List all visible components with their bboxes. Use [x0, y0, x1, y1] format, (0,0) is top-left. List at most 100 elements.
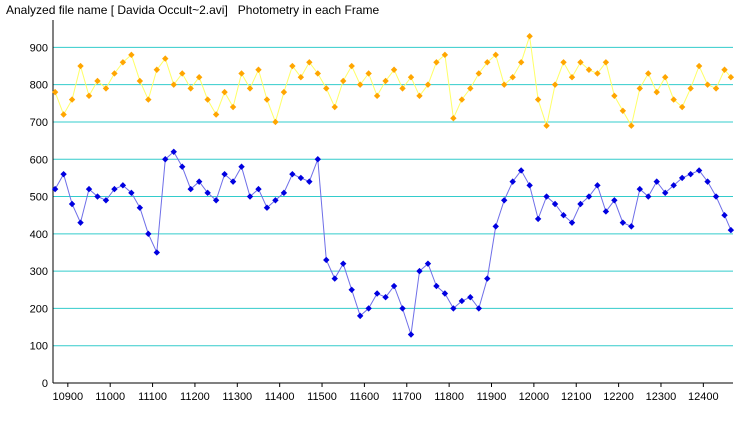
- data-point: [577, 59, 584, 66]
- data-point: [727, 226, 735, 234]
- data-point: [517, 59, 525, 66]
- data-point: [246, 193, 254, 200]
- data-point: [246, 85, 254, 92]
- data-point: [162, 55, 169, 62]
- data-point: [263, 204, 271, 211]
- data-point: [543, 193, 550, 200]
- chart-title: Analyzed file name [ Davida Occult~2.avi…: [6, 3, 380, 17]
- series-0: [51, 32, 735, 129]
- x-tick-label: 12000: [519, 391, 550, 403]
- data-point: [51, 185, 59, 193]
- data-point: [289, 170, 296, 178]
- data-point: [179, 70, 186, 77]
- data-point: [323, 256, 330, 264]
- data-point: [543, 122, 550, 129]
- data-point: [585, 193, 593, 200]
- data-point: [51, 88, 59, 96]
- data-point: [441, 290, 449, 297]
- data-point: [162, 156, 169, 163]
- y-tick-label: 100: [30, 341, 48, 353]
- data-point: [492, 51, 499, 59]
- data-point: [399, 85, 406, 92]
- data-point: [119, 182, 127, 189]
- data-point: [475, 70, 482, 77]
- data-point: [475, 305, 482, 312]
- data-point: [560, 211, 567, 219]
- y-tick-label: 200: [30, 303, 48, 315]
- data-point: [280, 189, 288, 197]
- data-point: [77, 62, 84, 70]
- x-tick-label: 11600: [350, 391, 380, 403]
- data-point: [416, 92, 423, 100]
- data-point: [314, 70, 321, 77]
- data-point: [653, 88, 660, 96]
- data-point: [297, 74, 305, 81]
- data-point: [712, 193, 720, 200]
- series-line: [54, 151, 732, 335]
- data-point: [128, 189, 135, 197]
- data-point: [348, 286, 355, 293]
- data-point: [407, 74, 415, 81]
- data-point: [517, 167, 525, 174]
- data-point: [721, 66, 728, 73]
- data-point: [704, 178, 711, 185]
- data-point: [424, 81, 432, 88]
- y-tick-label: 0: [42, 378, 48, 390]
- data-point: [678, 103, 686, 111]
- data-point: [695, 62, 703, 70]
- axes: [52, 20, 733, 387]
- data-point: [687, 85, 694, 92]
- data-point: [450, 305, 457, 312]
- data-point: [170, 148, 177, 155]
- data-point: [272, 118, 279, 126]
- data-point: [221, 170, 228, 178]
- data-point: [526, 32, 533, 40]
- data-point: [467, 294, 474, 301]
- data-point: [77, 219, 84, 226]
- data-point: [340, 260, 347, 267]
- data-point: [102, 197, 110, 204]
- data-point: [399, 305, 406, 312]
- x-tick-label: 11900: [477, 391, 507, 403]
- data-point: [212, 197, 220, 204]
- data-point: [594, 182, 601, 189]
- data-point: [611, 197, 618, 204]
- data-point: [484, 275, 491, 282]
- data-point: [645, 70, 652, 77]
- data-point: [390, 66, 398, 73]
- data-point: [670, 96, 677, 103]
- data-point: [136, 204, 144, 211]
- data-point: [373, 92, 381, 100]
- data-point: [602, 59, 610, 66]
- data-point: [509, 178, 516, 185]
- data-point: [662, 189, 669, 197]
- data-point: [170, 81, 177, 88]
- series-1: [51, 148, 735, 338]
- y-tick-label: 700: [30, 117, 48, 129]
- data-point: [628, 122, 635, 129]
- data-point: [119, 59, 127, 66]
- y-tick-label: 600: [30, 154, 48, 166]
- y-tick-label: 900: [30, 42, 48, 54]
- x-tick-label: 11400: [265, 391, 295, 403]
- data-point: [509, 74, 516, 81]
- data-point: [272, 197, 279, 204]
- data-point: [568, 219, 576, 226]
- data-point: [102, 85, 110, 92]
- data-point: [255, 66, 262, 73]
- y-tick-label: 500: [30, 192, 48, 204]
- data-point: [153, 66, 161, 73]
- data-point: [153, 249, 161, 256]
- data-point: [619, 107, 627, 114]
- data-point: [340, 77, 347, 85]
- data-point: [727, 74, 735, 81]
- data-point: [585, 66, 593, 73]
- data-point: [602, 208, 610, 215]
- data-point: [501, 197, 508, 204]
- data-point: [289, 62, 296, 70]
- data-point: [204, 96, 211, 103]
- data-point: [238, 163, 245, 170]
- x-tick-label: 11300: [222, 391, 252, 403]
- data-point: [653, 178, 660, 185]
- data-point: [721, 211, 728, 219]
